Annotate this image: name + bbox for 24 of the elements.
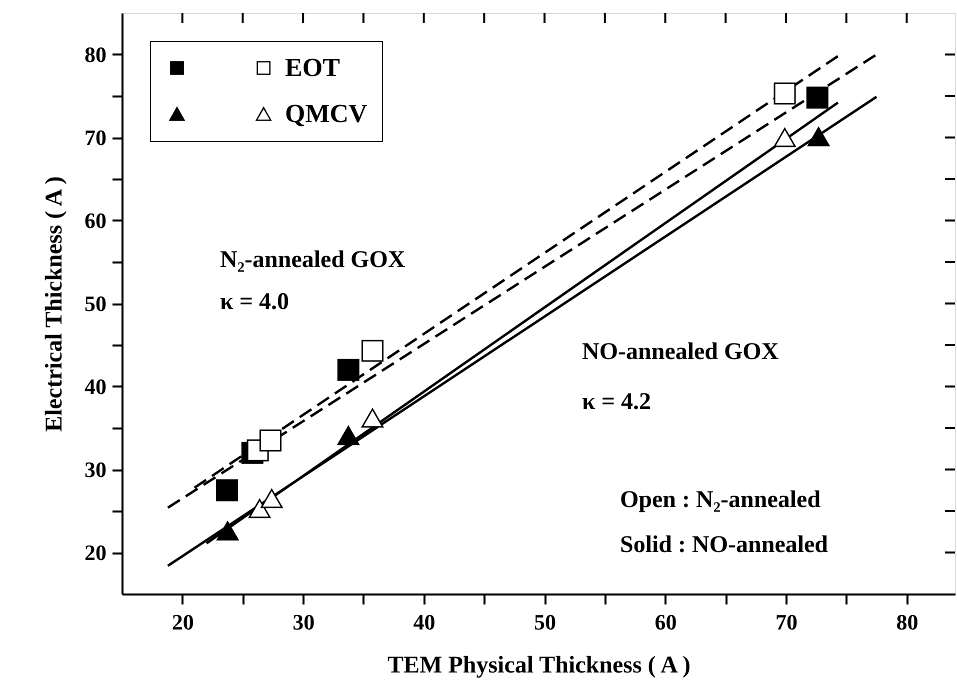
x-tick-label: 60 [654,610,677,634]
y-tick-label: 50 [84,291,106,316]
y-tick-label: 40 [84,374,106,399]
legend-label: EOT [285,53,340,82]
x-axis-title: TEM Physical Thickness ( A ) [388,652,690,678]
annotation: κ = 4.0 [220,289,289,315]
annotation: κ = 4.2 [582,389,651,415]
y-axis-title: Electrical Thickness ( A ) [42,176,68,432]
y-tick-label: 80 [84,42,106,67]
x-tick-label: 80 [896,610,918,634]
y-tick-label: 70 [84,125,106,150]
annotation: N₂-annealed GOX [220,247,406,273]
annotation: Solid : NO-annealed [620,532,829,558]
annotation: Open : N₂-annealed [620,487,822,513]
y-tick-label: 60 [84,208,106,233]
y-tick-label: 20 [84,540,106,565]
legend-label: QMCV [285,99,368,128]
annotation: NO-annealed GOX [582,339,780,365]
x-tick-label: 20 [172,610,194,634]
x-tick-label: 30 [292,610,315,634]
y-tick-label: 30 [84,457,106,482]
x-tick-label: 50 [534,610,556,634]
x-tick-label: 70 [775,610,798,634]
x-tick-label: 40 [413,610,436,634]
